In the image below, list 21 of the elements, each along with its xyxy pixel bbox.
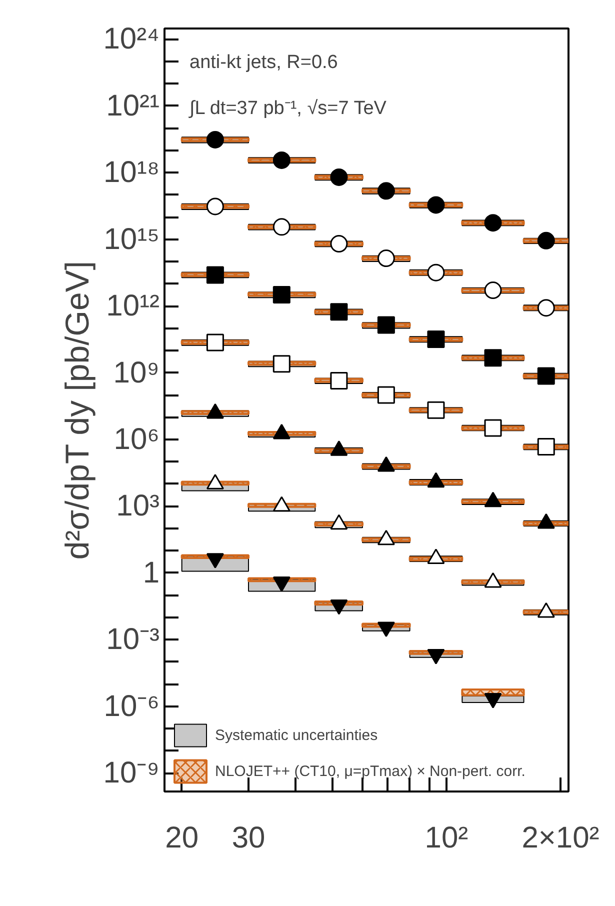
y-tick-label: 10⁶ [114, 423, 160, 456]
x-tick-label: 30 [232, 822, 266, 854]
y-tick-label: 10¹² [106, 290, 160, 323]
y-tick-label: 10²⁴ [103, 22, 160, 56]
annotation: anti-kt jets, R=0.6 [190, 52, 338, 73]
y-axis-title: d²σ/dpT dy [pb/GeV] [58, 260, 96, 560]
legend-label: NLOJET++ (CT10, μ=pTmax) × Non-pert. corr. [215, 762, 526, 780]
y-tick-label: 10⁻³ [106, 623, 160, 656]
y-tick-label: 10¹⁵ [104, 222, 160, 256]
y-tick-label: 10³ [116, 490, 160, 523]
y-tick-label: 1 [142, 556, 160, 590]
y-tick-label: 10¹⁸ [103, 156, 160, 190]
y-tick-label: 10⁻⁶ [104, 690, 160, 723]
y-tick-label: 10⁻⁹ [103, 756, 160, 790]
x-tick-label: 20 [165, 822, 199, 854]
x-tick-label: 2×10² [522, 822, 600, 854]
x-tick-label: 10² [424, 822, 468, 854]
annotation: ∫L dt=37 pb⁻¹, √s=7 TeV [188, 98, 387, 119]
legend-label: Systematic uncertainties [215, 726, 378, 744]
y-tick-label: 10²¹ [106, 89, 160, 122]
y-tick-label: 10⁹ [113, 356, 160, 390]
